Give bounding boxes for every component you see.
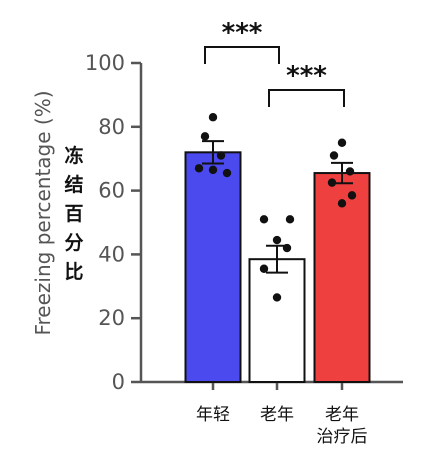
data-point: [337, 199, 347, 208]
y-tick-label: 60: [98, 179, 125, 203]
y-axis-title: Freezing percentage (%): [31, 90, 55, 335]
y-tick-label: 80: [98, 115, 125, 139]
y-tick-label: 100: [85, 51, 125, 75]
bar: [248, 258, 306, 383]
y-axis-title-zh-char: 冻: [64, 144, 83, 167]
data-point: [337, 138, 347, 147]
data-point: [282, 243, 292, 253]
significance-label: ***: [222, 18, 263, 48]
data-point: [329, 151, 339, 160]
data-point: [272, 293, 282, 302]
significance-bracket: [204, 46, 280, 64]
significance-label: ***: [286, 61, 327, 91]
significance-brackets: *** ***: [204, 18, 345, 107]
bars: [184, 151, 371, 383]
x-tick-label: 老年: [260, 405, 294, 425]
x-tick-label: 年轻: [196, 405, 230, 425]
data-point: [208, 165, 218, 175]
y-tick-label: 40: [98, 242, 125, 266]
data-point: [272, 235, 282, 245]
data-point: [347, 191, 357, 200]
error-bars: [202, 140, 353, 274]
y-axis-title-zh-char: 分: [64, 232, 83, 254]
y-axis-title-zh-char: 比: [64, 261, 83, 283]
data-point: [222, 168, 232, 178]
data-point: [194, 164, 204, 173]
y-tick-label: 20: [98, 306, 125, 330]
x-tick-label: 老年: [325, 405, 359, 425]
x-tick-label: 治疗后: [317, 427, 368, 447]
y-axis-title-zh-char: 结: [64, 173, 83, 196]
data-point: [327, 178, 337, 187]
data-points: [194, 113, 357, 302]
bar: [184, 151, 242, 383]
data-point: [200, 132, 210, 141]
data-point: [216, 151, 226, 160]
data-point: [345, 167, 355, 176]
data-point: [259, 264, 269, 273]
bar: [313, 172, 371, 383]
y-tick-label: 0: [112, 370, 125, 394]
data-point: [208, 113, 218, 122]
data-point: [259, 215, 269, 224]
significance-bracket: [268, 89, 345, 107]
y-axis-title-zh-char: 百: [64, 203, 83, 225]
data-point: [285, 215, 295, 224]
